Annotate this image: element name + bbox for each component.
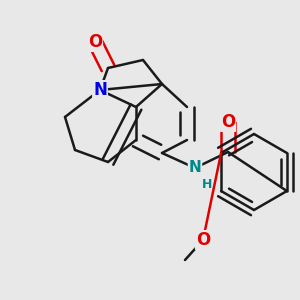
- Text: O: O: [221, 113, 235, 131]
- Text: N: N: [189, 160, 201, 175]
- Text: O: O: [88, 33, 102, 51]
- Text: N: N: [93, 81, 107, 99]
- Text: O: O: [196, 231, 210, 249]
- Text: H: H: [202, 178, 212, 191]
